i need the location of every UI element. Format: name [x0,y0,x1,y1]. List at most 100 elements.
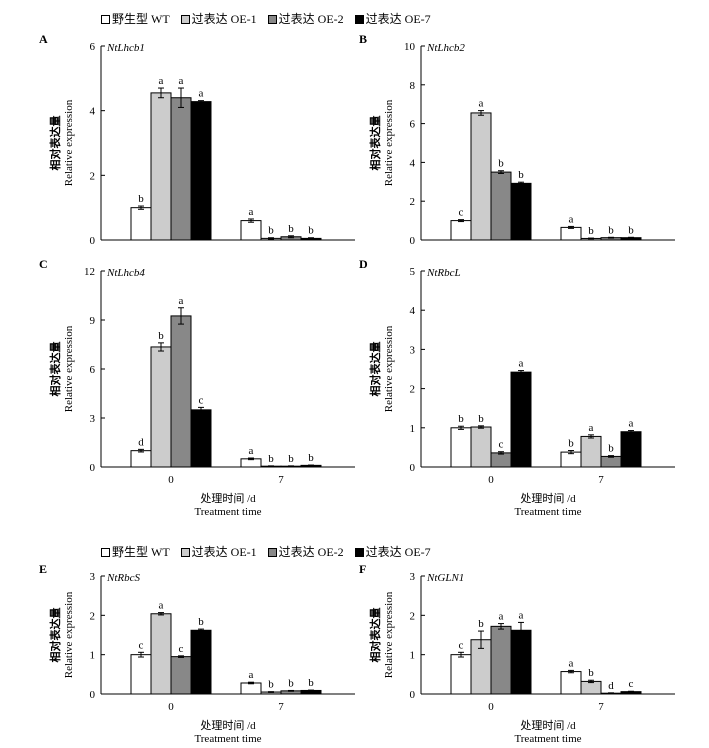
legend-swatch [180,15,190,24]
y-tick-label: 8 [410,80,416,92]
significance-letter: b [588,667,594,679]
bar [170,97,192,241]
bar [190,409,212,468]
y-tick-label: 0 [410,689,416,701]
significance-letter: c [179,643,184,655]
significance-letter: a [519,609,524,621]
significance-letter: d [138,436,144,448]
y-axis-label: 相对表达量Relative expression [48,591,75,678]
bar [560,451,582,468]
y-tick-label: 6 [90,41,96,53]
chart-panel-e: E NtRbcS 0 1 2 3 相对表达量Relative expression c a c b 0… [39,562,355,745]
significance-letter: a [499,611,504,623]
x-axis-label-en: Treatment time [514,733,581,745]
bar [150,92,172,241]
gene-label: NtLhcb4 [106,267,145,279]
y-axis-label: 相对表达量Relative expression [368,325,395,412]
significance-letter: b [288,677,294,689]
bar [450,220,472,241]
legend-item: 过表达 OE-1 [180,10,257,27]
panel-letter: D [359,257,368,271]
x-tick-label: 7 [278,701,284,713]
y-tick-label: 4 [410,305,416,317]
legend-label: 过表达 OE-1 [191,545,257,559]
significance-letter: d [608,680,614,692]
significance-letter: b [608,224,614,236]
y-tick-label: 0 [410,235,416,247]
bar [560,671,582,695]
y-tick-label: 4 [90,106,96,118]
legend-swatch [180,548,190,557]
y-tick-label: 10 [404,41,416,53]
significance-letter: b [518,169,524,181]
gene-label: NtRbcS [106,572,140,584]
significance-letter: b [628,224,634,236]
legend-label: 过表达 OE-1 [191,12,257,26]
bar [490,625,512,695]
significance-letter: c [139,639,144,651]
y-tick-label: 2 [410,610,416,622]
significance-letter: a [249,206,254,218]
legend-label: 过表达 OE-2 [278,545,344,559]
bar [170,315,192,468]
y-axis-label-en: Relative expression [383,325,395,412]
significance-letter: b [138,193,144,205]
y-axis-label-en: Relative expression [63,325,75,412]
y-axis-label-cn: 相对表达量 [48,342,62,397]
bar [240,682,262,695]
chart-panel-a: A NtLhcb1 0 2 4 6 相对表达量Relative expression b a a a… [39,32,355,247]
legend-swatch [354,15,364,24]
significance-letter: b [588,225,594,237]
legend-swatch [101,15,110,24]
y-axis-label-en: Relative expression [383,591,395,678]
significance-letter: a [159,600,164,612]
y-axis-label: 相对表达量Relative expression [368,591,395,678]
significance-letter: b [268,679,274,691]
significance-letter: a [179,295,184,307]
significance-letter: b [288,453,294,465]
legend-swatch [267,15,277,24]
y-axis-label-cn: 相对表达量 [368,608,382,663]
bar [470,426,492,468]
y-tick-label: 2 [90,170,96,182]
significance-letter: a [479,98,484,110]
significance-letter: b [308,677,314,689]
significance-letter: b [268,453,274,465]
legend-label: 过表达 OE-2 [278,12,344,26]
y-tick-label: 6 [90,364,96,376]
y-tick-label: 0 [90,462,96,474]
bar [150,613,172,695]
legend-item: 野生型 WT [101,10,170,27]
significance-letter: a [629,418,634,430]
legend-item: 过表达 OE-2 [267,10,344,27]
y-tick-label: 6 [410,119,416,131]
significance-letter: a [569,657,574,669]
bar [580,680,602,695]
y-tick-label: 5 [410,266,416,278]
significance-letter: c [199,394,204,406]
x-tick-label: 0 [488,701,494,713]
y-axis-label-en: Relative expression [63,99,75,186]
y-tick-label: 2 [410,196,416,208]
gene-label: NtRbcL [426,267,461,279]
significance-letter: b [458,413,464,425]
legend-swatch [267,548,277,557]
legend-item: 野生型 WT [101,543,170,560]
bar [190,101,212,241]
bar [620,431,642,468]
x-tick-label: 0 [168,701,174,713]
significance-letter: c [459,207,464,219]
gene-label: NtLhcb1 [106,42,145,54]
y-tick-label: 3 [410,344,416,356]
significance-letter: a [249,445,254,457]
y-axis-label-cn: 相对表达量 [368,116,382,171]
bar [490,171,512,241]
y-axis-label: 相对表达量Relative expression [48,99,75,186]
significance-letter: b [268,225,274,237]
chart-panel-f: F NtGLN1 0 1 2 3 相对表达量Relative expression c b a a 0… [359,562,675,745]
significance-letter: b [288,223,294,235]
y-axis-label-cn: 相对表达量 [368,342,382,397]
significance-letter: b [308,225,314,237]
x-axis-label-en: Treatment time [514,506,581,518]
significance-letter: b [608,443,614,455]
